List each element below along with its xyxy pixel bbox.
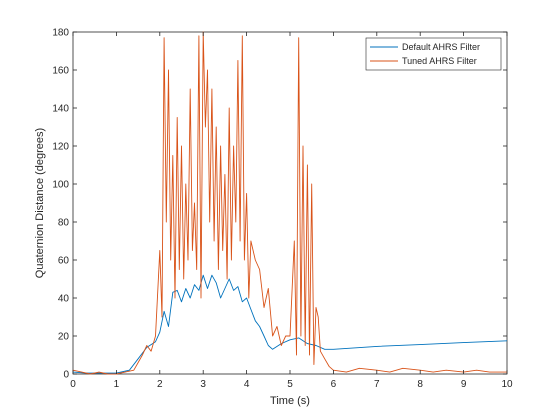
x-tick-label: 0 — [70, 379, 76, 390]
y-tick-label: 80 — [58, 218, 70, 229]
series-line-default-ahrs-filter — [72, 274, 508, 374]
y-tick-label: 160 — [52, 66, 69, 77]
y-axis-label: Quaternion Distance (degrees) — [34, 128, 46, 278]
y-tick-label: 60 — [58, 256, 70, 267]
legend-label-tuned: Tuned AHRS Filter — [402, 56, 477, 66]
y-tick-label: 140 — [52, 104, 69, 115]
x-tick-label: 10 — [501, 379, 513, 390]
y-tick-label: 20 — [58, 332, 70, 343]
y-tick-label: 40 — [58, 294, 70, 305]
x-tick-label: 5 — [287, 379, 293, 390]
x-tick-label: 8 — [417, 379, 423, 390]
x-axis-label: Time (s) — [270, 395, 310, 407]
series-line-tuned-ahrs-filter — [72, 31, 507, 375]
x-tick-label: 2 — [157, 379, 163, 390]
y-tick-label: 0 — [63, 370, 69, 381]
series-layer — [72, 31, 508, 375]
y-tick-label: 120 — [52, 142, 69, 153]
x-tick-label: 9 — [461, 379, 467, 390]
axes-box — [72, 31, 508, 375]
y-tick-label: 180 — [52, 28, 69, 39]
x-tick-label: 7 — [374, 379, 380, 390]
x-tick-label: 3 — [200, 379, 206, 390]
x-tick-label: 6 — [331, 379, 337, 390]
x-tick-label: 1 — [114, 379, 120, 390]
legend-label-default: Default AHRS Filter — [402, 42, 480, 52]
legend: Default AHRS Filter Tuned AHRS Filter — [365, 37, 502, 71]
y-tick-label: 100 — [52, 180, 69, 191]
legend-box — [365, 37, 502, 71]
x-tick-label: 4 — [244, 379, 250, 390]
